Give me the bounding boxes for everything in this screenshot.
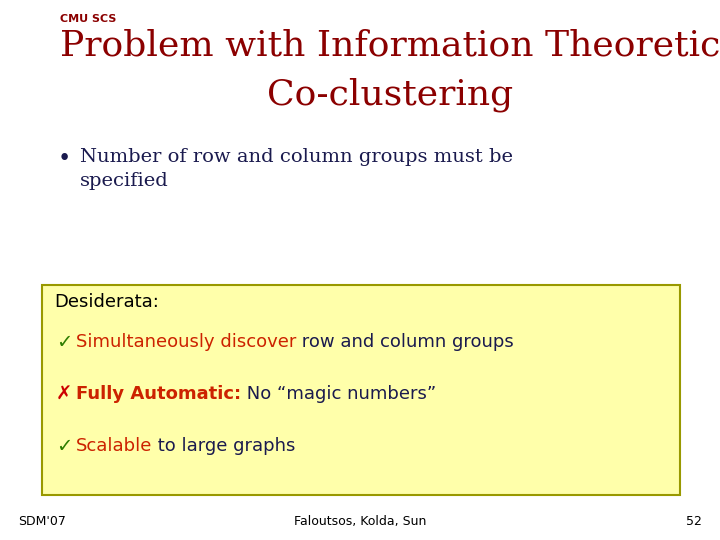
Text: Faloutsos, Kolda, Sun: Faloutsos, Kolda, Sun bbox=[294, 515, 426, 528]
Text: to large graphs: to large graphs bbox=[153, 437, 296, 455]
Text: CMU SCS: CMU SCS bbox=[60, 14, 117, 24]
Text: specified: specified bbox=[80, 172, 168, 190]
Text: Problem with Information Theoretic: Problem with Information Theoretic bbox=[60, 28, 720, 62]
Text: Simultaneously discover: Simultaneously discover bbox=[76, 333, 297, 351]
Text: •: • bbox=[58, 148, 71, 170]
Text: 52: 52 bbox=[686, 515, 702, 528]
Text: No “magic numbers”: No “magic numbers” bbox=[241, 385, 436, 403]
Text: ✓: ✓ bbox=[56, 437, 73, 456]
FancyBboxPatch shape bbox=[42, 285, 680, 495]
Text: SDM'07: SDM'07 bbox=[18, 515, 66, 528]
Text: Scalable: Scalable bbox=[76, 437, 153, 455]
Text: Number of row and column groups must be: Number of row and column groups must be bbox=[80, 148, 513, 166]
Text: Co-clustering: Co-clustering bbox=[267, 78, 513, 112]
Text: Fully Automatic:: Fully Automatic: bbox=[76, 385, 241, 403]
Text: ✗: ✗ bbox=[56, 385, 73, 404]
Text: row and column groups: row and column groups bbox=[297, 333, 514, 351]
Text: Desiderata:: Desiderata: bbox=[54, 293, 159, 311]
Text: ✓: ✓ bbox=[56, 333, 73, 352]
